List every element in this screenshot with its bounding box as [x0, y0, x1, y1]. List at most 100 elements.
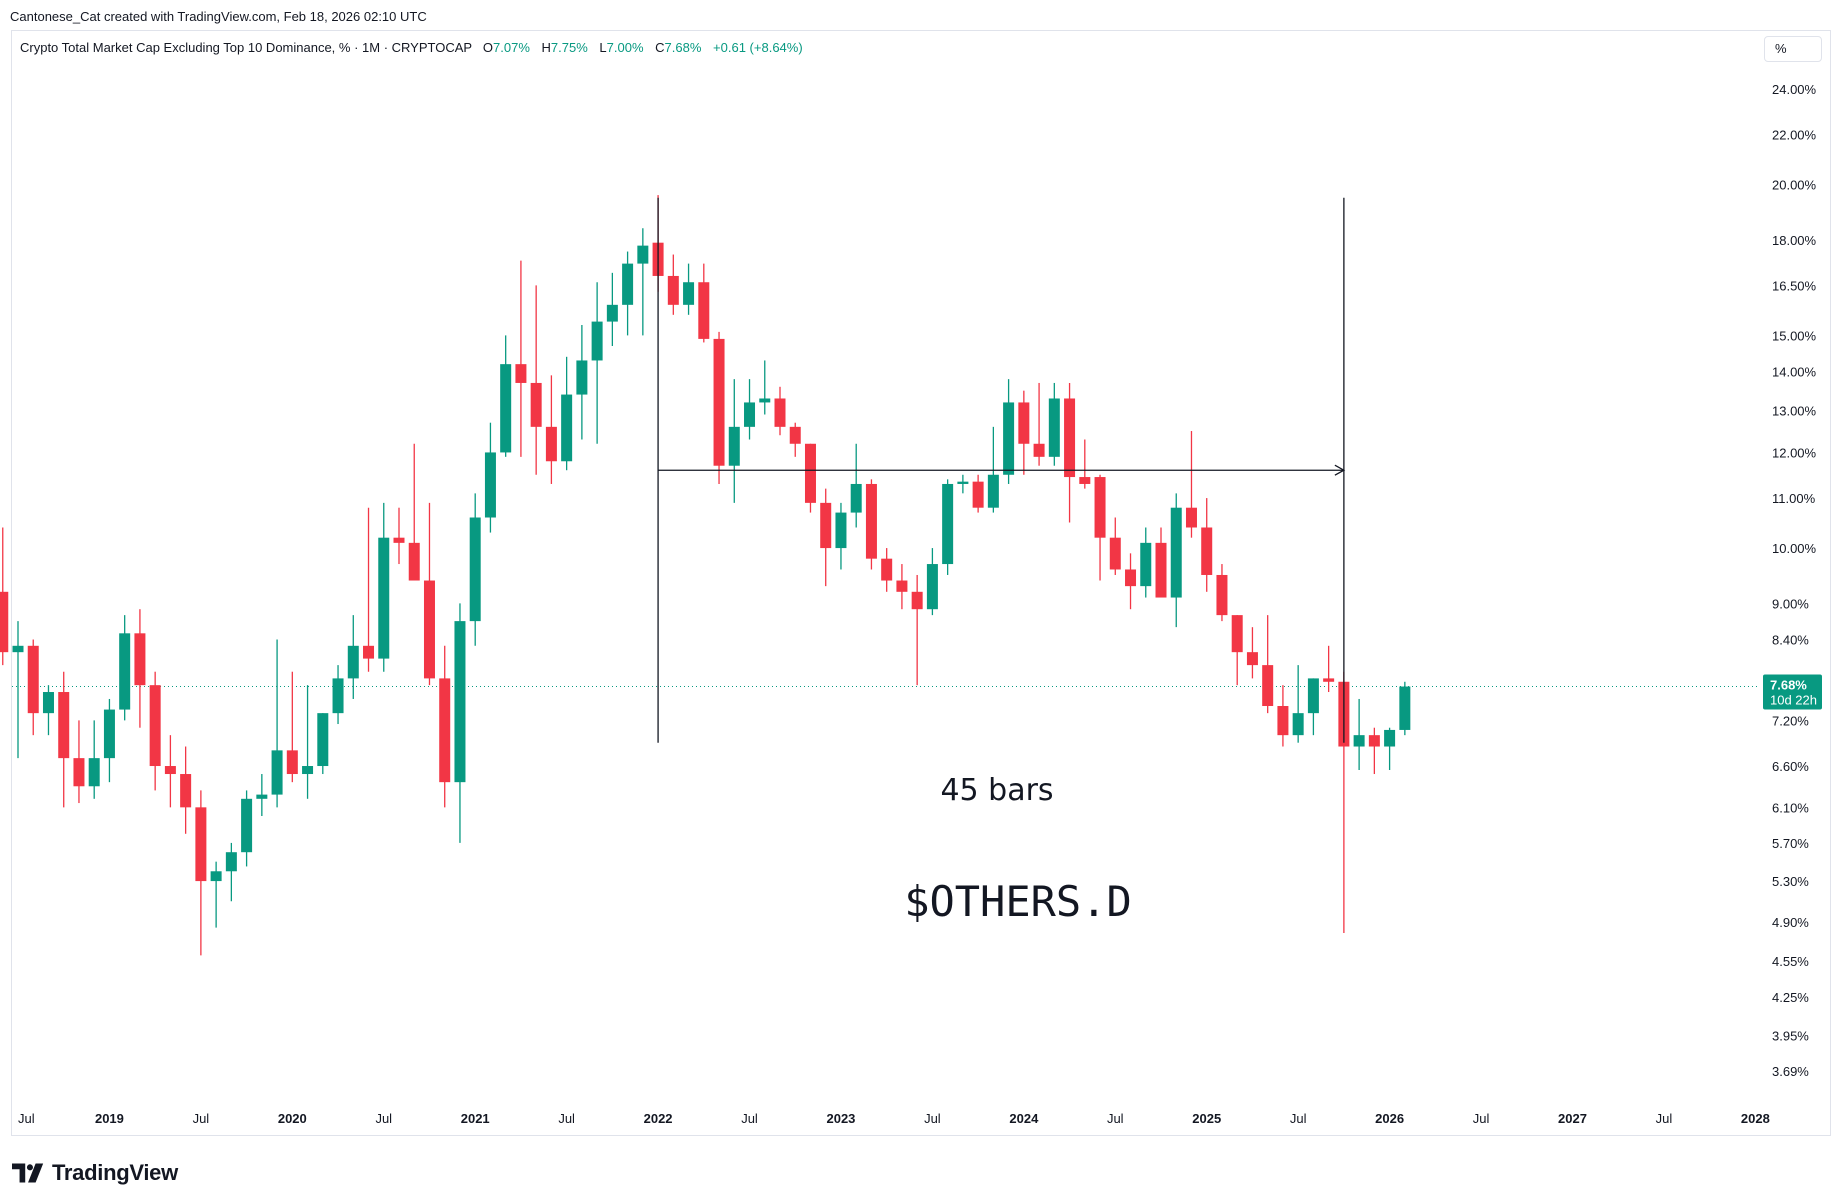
candle [835, 502, 847, 570]
candle-body [926, 564, 938, 610]
candle [1094, 474, 1106, 581]
candle-body [1155, 542, 1167, 598]
candle [1384, 727, 1396, 771]
x-tick-label: 2027 [1558, 1111, 1587, 1126]
candle [317, 713, 329, 775]
x-tick-label: 2021 [461, 1111, 490, 1126]
x-tick-label: 2020 [278, 1111, 307, 1126]
candle-body [195, 807, 207, 882]
candle-body [972, 481, 984, 508]
candle [530, 285, 542, 475]
legend-open: 7.07% [493, 40, 530, 55]
candle-body [515, 364, 527, 383]
candle-body [637, 245, 649, 264]
candle-body [241, 798, 253, 853]
candle-body [1003, 402, 1015, 475]
candle [1262, 615, 1274, 714]
candle-body [286, 750, 298, 775]
candle [683, 263, 695, 315]
x-tick-label: 2019 [95, 1111, 124, 1126]
candle-body [408, 542, 420, 581]
legend-open-label: O [482, 40, 494, 55]
candle [119, 615, 131, 721]
candle-body [134, 633, 146, 686]
y-tick-label: 3.69% [1772, 1064, 1809, 1079]
candle-body [73, 758, 85, 787]
candle [195, 790, 207, 956]
candle-body [0, 591, 9, 653]
y-tick-label: 4.90% [1772, 915, 1809, 930]
candle-body [271, 750, 283, 795]
candle [1155, 527, 1167, 598]
candle-body [1140, 542, 1152, 587]
candle-body [149, 685, 161, 767]
candle-body [744, 402, 756, 427]
x-tick-label: 2028 [1741, 1111, 1770, 1126]
candle [1064, 382, 1076, 523]
candle [210, 861, 222, 928]
candle [515, 260, 527, 457]
candle-body [683, 282, 695, 305]
measure-arrowhead [1334, 464, 1346, 476]
candle [286, 671, 298, 783]
candle-body [713, 338, 725, 466]
x-tick-label: Jul [1656, 1111, 1673, 1126]
candle-body [820, 502, 832, 549]
x-tick-label: Jul [1473, 1111, 1490, 1126]
chart-credit: Cantonese_Cat created with TradingView.c… [10, 9, 427, 24]
y-tick-label: 13.00% [1772, 403, 1817, 418]
candle-body [1216, 574, 1228, 616]
candle [1323, 645, 1335, 693]
last-price-badge: 7.68%10d 22h [1763, 674, 1822, 710]
candle-body [103, 709, 115, 759]
candle [1292, 665, 1304, 743]
candle [134, 609, 146, 728]
candle [12, 621, 24, 759]
legend-symbol: Crypto Total Market Cap Excluding Top 10… [20, 40, 473, 55]
candles [0, 195, 1411, 956]
tradingview-logo[interactable]: TradingView [12, 1160, 178, 1186]
y-tick-label: 15.00% [1772, 328, 1817, 343]
y-tick-label: 11.00% [1772, 491, 1816, 506]
candle [698, 263, 710, 343]
last-price-badge-bg [1763, 674, 1822, 710]
candle [1048, 382, 1060, 466]
candle-body [789, 426, 801, 444]
candle [804, 443, 816, 513]
measure-tool: 45 bars [657, 197, 1346, 808]
candle-body [545, 426, 557, 462]
candle-body [987, 474, 999, 508]
candle [1109, 517, 1121, 575]
candle [42, 685, 54, 736]
candle-body [1246, 652, 1258, 666]
candle-body [1384, 729, 1396, 747]
candle [241, 790, 253, 867]
candle-body [210, 871, 222, 882]
legend-change: +0.61 (+8.64%) [713, 40, 803, 55]
candle-body [1185, 507, 1197, 528]
candle [88, 720, 100, 799]
candle-body [530, 382, 542, 427]
candle-body [1079, 477, 1091, 484]
candle [1216, 564, 1228, 622]
candle-body [347, 645, 359, 679]
y-tick-label: 8.40% [1772, 633, 1809, 648]
candle [728, 379, 740, 503]
symbol-legend: Crypto Total Market Cap Excluding Top 10… [20, 40, 811, 55]
x-tick-label: 2026 [1375, 1111, 1404, 1126]
candle [1399, 681, 1411, 736]
y-tick-label: 3.95% [1772, 1028, 1809, 1043]
candle [439, 645, 451, 808]
candle [713, 331, 725, 484]
y-tick-label: 16.50% [1772, 278, 1817, 293]
candle [378, 502, 390, 672]
x-tick-label: Jul [741, 1111, 758, 1126]
last-price-countdown: 10d 22h [1770, 693, 1817, 708]
price-scale-unit-button[interactable]: % [1764, 36, 1822, 62]
candle-body [119, 633, 131, 710]
x-tick-label: Jul [1290, 1111, 1307, 1126]
candle-body [606, 304, 618, 322]
candle-body [728, 426, 740, 466]
x-tick-label: Jul [375, 1111, 392, 1126]
